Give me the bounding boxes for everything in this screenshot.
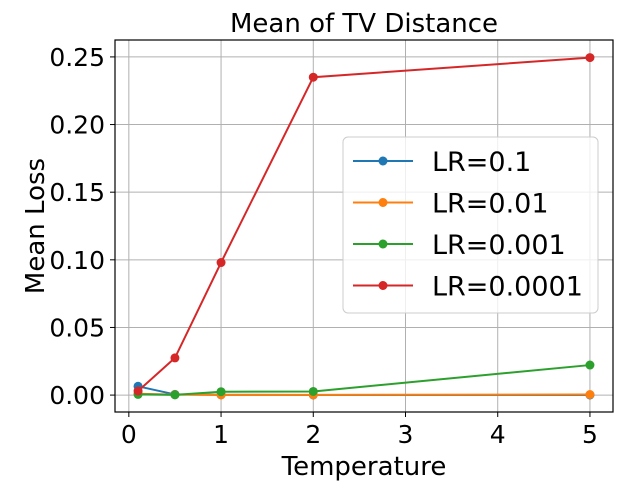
legend: LR=0.1 LR=0.01 LR=0.001 LR=0.0001 [342, 136, 599, 314]
y-tick-label: 0.20 [49, 111, 105, 140]
data-point [585, 53, 595, 63]
series-LR=0.001 [133, 360, 595, 400]
x-tick-label: 3 [398, 420, 414, 449]
chart-title: Mean of TV Distance [230, 9, 498, 39]
series-LR=0.01 [133, 389, 595, 400]
y-tick-label: 0.25 [49, 43, 105, 72]
plot-frame [114, 39, 614, 413]
data-point [585, 360, 595, 370]
data-point [216, 387, 226, 397]
y-tick-label: 0.00 [49, 381, 105, 410]
series-line [138, 392, 590, 396]
x-tick-label: 4 [490, 420, 506, 449]
legend-label: LR=0.1 [432, 147, 531, 178]
x-tick-label: 0 [121, 420, 137, 449]
y-axis-title: Mean Loss [21, 158, 51, 294]
series-layer [133, 53, 595, 400]
y-tick-label: 0.05 [49, 313, 105, 342]
legend-swatch-marker [378, 281, 388, 290]
y-tick-label: 0.10 [49, 246, 105, 275]
series-line [138, 364, 591, 396]
legend-box [342, 136, 599, 314]
legend-label: LR=0.0001 [432, 272, 583, 303]
series-LR=0.1 [133, 381, 595, 400]
x-axis-title: Temperature [281, 452, 447, 482]
data-point [133, 386, 143, 396]
y-tick-label: 0.15 [49, 178, 105, 207]
legend-label: LR=0.001 [432, 230, 566, 261]
y-axis: 0.00 0.05 0.10 0.15 0.20 0.25 [49, 43, 115, 410]
legend-swatch-marker [378, 198, 388, 207]
x-tick-label: 5 [582, 420, 598, 449]
series-LR=0.0001 [133, 53, 595, 396]
data-point [170, 353, 180, 363]
data-point [308, 386, 318, 396]
data-point [585, 390, 595, 400]
data-point [170, 390, 180, 400]
data-point [216, 258, 226, 268]
x-axis: 0 1 2 3 4 5 [121, 412, 598, 449]
legend-swatch-marker [378, 156, 388, 166]
x-tick-label: 2 [305, 420, 321, 449]
data-point [308, 72, 318, 82]
legend-swatch-marker [378, 239, 388, 249]
legend-label: LR=0.01 [432, 189, 549, 220]
x-tick-label: 1 [213, 420, 229, 449]
